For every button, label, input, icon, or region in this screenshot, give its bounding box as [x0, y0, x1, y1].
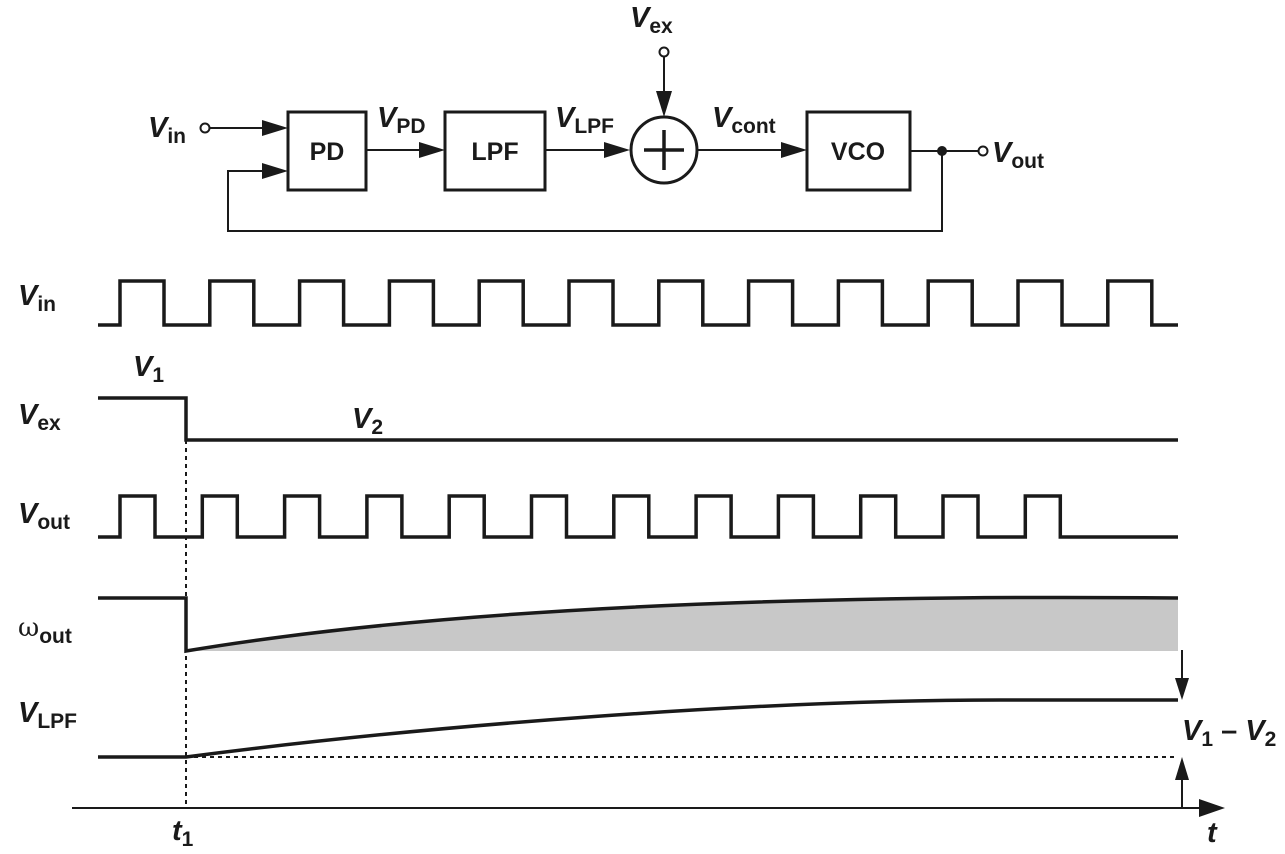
vex-level-v2: V2 [352, 403, 383, 439]
delta-label: V1 – V2 [1182, 715, 1276, 751]
block-diagram: PD LPF VCO Vin VPD VLPF [148, 2, 1044, 232]
bd-vout-label: Vout [992, 137, 1044, 173]
delta-arrow-top-head [1175, 678, 1189, 700]
pd-label: PD [310, 138, 345, 166]
time-axis-arrowhead [1199, 799, 1225, 817]
lpf-label: LPF [471, 138, 518, 166]
row-label-vex: Vex [18, 399, 61, 435]
row-label-wout: ωout [18, 613, 72, 648]
vex-arrowhead [656, 91, 672, 117]
wout-shaded-region [186, 597, 1178, 651]
vex-terminal [658, 46, 670, 58]
vcont-arrowhead [781, 142, 807, 158]
row-label-vout: Vout [18, 498, 70, 534]
delta-arrow-bottom-head [1175, 757, 1189, 780]
vout-waveform [98, 494, 1178, 539]
vex-level-v1: V1 [133, 351, 164, 387]
bd-vin-label: Vin [148, 112, 186, 148]
feedback-arrowhead [262, 163, 288, 179]
time-axis-label: t [1207, 817, 1218, 849]
waveforms: Vin Vex Vout ωout VLPF V1 V2 V1 – V2 t t… [18, 279, 1276, 851]
row-label-vlpf: VLPF [18, 697, 77, 733]
feedback-wire [227, 151, 943, 232]
bd-vcont-label: Vcont [712, 102, 776, 138]
vin-terminal [199, 122, 211, 134]
vlpf-arrowhead [604, 142, 630, 158]
row-label-vin: Vin [18, 280, 56, 316]
t1-label: t1 [172, 815, 194, 851]
vco-label: VCO [831, 138, 885, 166]
vin-arrowhead [262, 120, 288, 136]
vco-block [805, 110, 912, 192]
vex-waveform [98, 396, 1178, 442]
bd-vpd-label: VPD [377, 102, 426, 138]
vin-waveform [98, 279, 1178, 327]
vlpf-waveform [98, 698, 1178, 759]
bd-vex-label: Vex [630, 2, 673, 38]
vout-terminal [977, 145, 989, 157]
bd-vlpf-label: VLPF [555, 102, 614, 138]
vpd-arrowhead [419, 142, 445, 158]
wout-waveform [98, 595, 1179, 654]
